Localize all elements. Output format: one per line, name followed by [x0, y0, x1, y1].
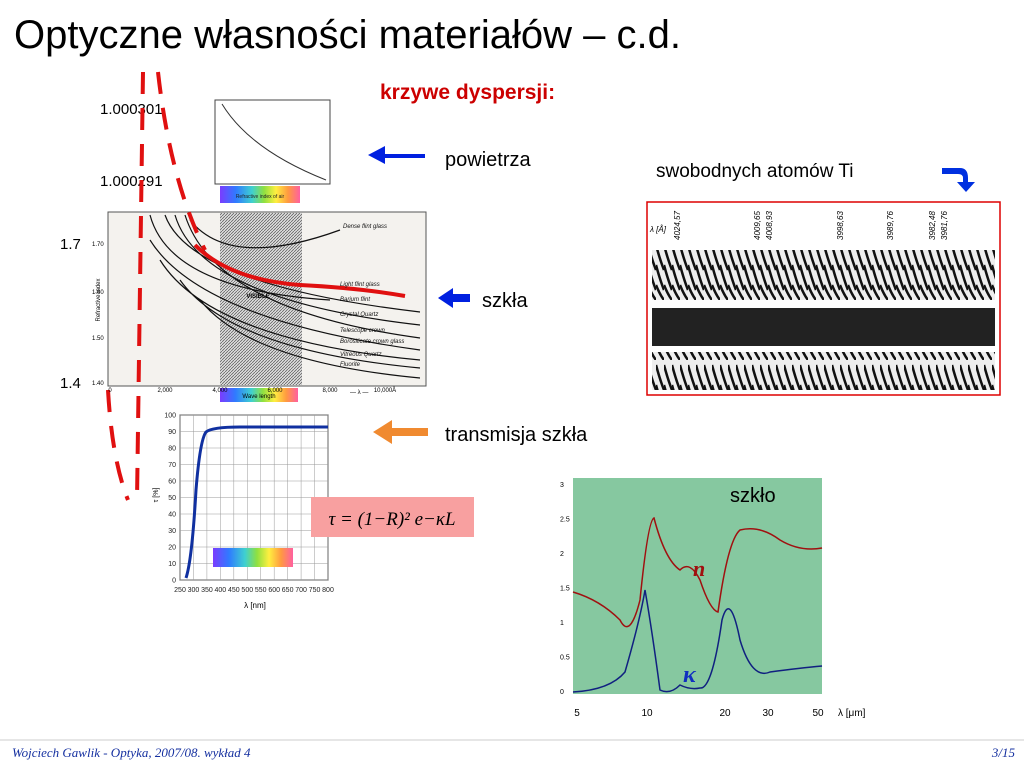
y-tick-label: 1.5 — [560, 586, 570, 593]
formula: τ = (1−R)² e−κL — [328, 509, 455, 530]
caption: swobodnych atomów Ti — [656, 161, 854, 182]
caption: transmisja szkła — [445, 424, 588, 446]
curve-label: Fluorite — [340, 362, 361, 368]
x-tick-label: 650 — [282, 587, 294, 594]
x-tick-label: 0 — [108, 388, 112, 394]
x-tick-label: 450 — [228, 587, 240, 594]
x-tick-label: 20 — [719, 708, 731, 719]
x-tick-label: 800 — [322, 587, 334, 594]
y-tick-label: 1.50 — [92, 336, 104, 342]
footer-left: Wojciech Gawlik - Optyka, 2007/08. wykła… — [12, 745, 251, 760]
bar-label: Refractive index of air — [236, 194, 285, 200]
subtitle: krzywe dyspersji: — [380, 81, 555, 104]
x-tick-label: 6,000 — [267, 388, 283, 394]
curve-label: Borosilicate crown glass — [340, 339, 404, 345]
line-label: 3981,76 — [940, 211, 949, 240]
x-axis-label: λ [nm] — [244, 601, 266, 610]
x-tick-label: 30 — [762, 708, 774, 719]
dispersion-plot — [572, 478, 823, 694]
arrow — [438, 288, 470, 308]
y-axis-label: Refractive index — [96, 278, 102, 321]
x-tick-label: 350 — [201, 587, 213, 594]
axis-label: λ [Å] — [649, 225, 667, 234]
y-tick-label: 70 — [168, 462, 176, 469]
x-tick-label: 700 — [295, 587, 307, 594]
curve-label: Dense flint glass — [343, 224, 387, 230]
y-tick-label: 0 — [560, 689, 564, 696]
x-tick-label: 400 — [215, 587, 227, 594]
footer-right: 3/15 — [991, 745, 1016, 760]
glass-label-top: 1.7 — [60, 236, 81, 253]
y-tick-label: 60 — [168, 479, 176, 486]
y-tick-label: 90 — [168, 429, 176, 436]
x-tick-label: 600 — [268, 587, 280, 594]
x-axis-label: λ [μm] — [838, 708, 866, 719]
x-tick-label: 5 — [574, 708, 580, 719]
y-tick-label: 40 — [168, 512, 176, 519]
y-tick-label: 2.5 — [560, 517, 570, 524]
x-tick-label: 300 — [188, 587, 200, 594]
caption: powietrza — [445, 149, 531, 171]
curve-label: Crystal Quartz — [340, 312, 378, 318]
x-tick-label: 4,000 — [212, 388, 228, 394]
dashed-line — [106, 389, 130, 501]
y-axis-label: τ [%] — [153, 488, 160, 503]
y-tick-label: 3 — [560, 482, 564, 489]
x-tick-label: 50 — [812, 708, 824, 719]
curve-label: Barium flint — [340, 297, 370, 303]
y-tick-label: 10 — [168, 561, 176, 568]
y-tick-label: 20 — [168, 545, 176, 552]
arrow — [942, 168, 975, 192]
title: Optyczne własności materiałów – c.d. — [14, 13, 681, 57]
x-tick-label: 8,000 — [322, 388, 338, 394]
y-tick-label: 50 — [168, 495, 176, 502]
x-tick-label: 10,000Å — [374, 387, 396, 394]
line-label: 4008,93 — [765, 211, 774, 240]
x-axis-label: — λ — — [350, 390, 368, 396]
y-tick-label: 30 — [168, 528, 176, 535]
y-tick-label: 1.60 — [92, 290, 104, 296]
line-label: 4009,65 — [753, 211, 762, 240]
x-tick-label: 10 — [641, 708, 653, 719]
y-tick-label: 1.70 — [92, 242, 104, 248]
y-tick-label: 2 — [560, 551, 564, 558]
x-tick-label: 750 — [309, 587, 321, 594]
glass-label-bottom: 1.4 — [60, 375, 81, 392]
curve-label: Vitreous Quartz — [340, 352, 382, 358]
line-label: 3989,76 — [886, 211, 895, 240]
line-label: 4024,57 — [673, 211, 682, 240]
y-tick-label: 1.40 — [92, 381, 104, 387]
x-tick-label: 2,000 — [157, 388, 173, 394]
band-label: VISIBLE — [246, 294, 269, 300]
glass-plot — [107, 211, 427, 402]
arrow — [368, 146, 425, 164]
curve-label: Telescope crown — [340, 328, 385, 334]
line-label: 3982,48 — [928, 211, 937, 240]
line-label: 3998,63 — [836, 211, 845, 240]
x-tick-label: 250 — [174, 587, 186, 594]
bar-label: Wave length — [242, 394, 275, 400]
curve-label: Light flint glass — [340, 282, 380, 288]
y-tick-label: 80 — [168, 446, 176, 453]
air-label-top: 1.000301 — [100, 101, 163, 118]
label: szkło — [730, 485, 776, 507]
y-tick-label: 0 — [172, 578, 176, 585]
x-tick-label: 550 — [255, 587, 267, 594]
transmission-plot — [179, 414, 329, 581]
y-tick-label: 0.5 — [560, 655, 570, 662]
dashed-line — [135, 71, 207, 501]
formula-box — [311, 497, 474, 537]
air-plot — [214, 99, 331, 203]
air-label-bottom: 1.000291 — [100, 173, 163, 190]
x-tick-label: 500 — [241, 587, 253, 594]
y-tick-label: 100 — [164, 413, 176, 420]
spectrum-image — [646, 201, 1001, 396]
n-label: n — [693, 556, 705, 581]
k-label: κ — [683, 662, 697, 688]
arrow — [373, 420, 428, 444]
caption: szkła — [482, 290, 528, 312]
y-tick-label: 1 — [560, 620, 564, 627]
